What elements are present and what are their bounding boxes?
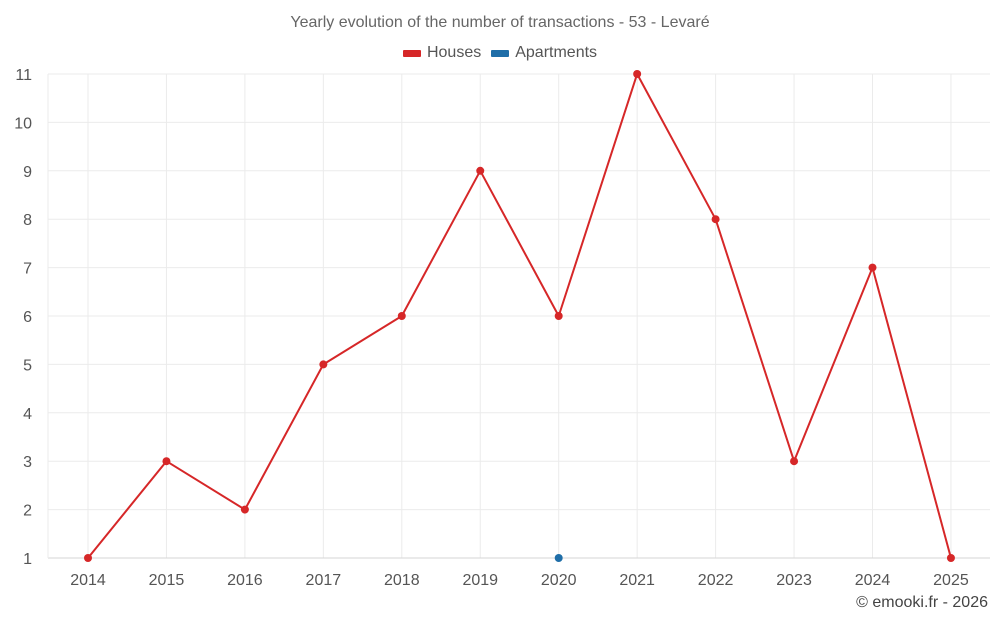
x-tick-label: 2014 xyxy=(70,572,106,589)
x-tick-label: 2017 xyxy=(306,572,342,589)
y-tick-label: 3 xyxy=(23,454,32,471)
legend-label-houses: Houses xyxy=(426,44,482,61)
legend-swatch-apartments xyxy=(491,49,510,57)
data-point-houses[interactable] xyxy=(162,457,171,466)
x-tick-label: 2024 xyxy=(855,572,891,589)
y-tick-label: 1 xyxy=(23,551,32,568)
credit-text: © emooki.fr - 2026 xyxy=(856,594,988,611)
x-tick-label: 2020 xyxy=(541,572,577,589)
x-tick-label: 2018 xyxy=(384,572,420,589)
y-tick-label: 10 xyxy=(14,115,32,132)
x-tick-label: 2019 xyxy=(462,572,498,589)
x-tick-label: 2023 xyxy=(776,572,812,589)
data-point-houses[interactable] xyxy=(319,360,328,369)
x-tick-label: 2022 xyxy=(698,572,734,589)
data-point-houses[interactable] xyxy=(240,505,249,514)
data-point-houses[interactable] xyxy=(476,166,485,175)
y-tick-label: 7 xyxy=(23,261,32,278)
data-point-houses[interactable] xyxy=(790,457,799,466)
legend-item-apartments[interactable]: Apartments xyxy=(491,44,597,62)
data-point-houses[interactable] xyxy=(397,312,406,320)
chart-title: Yearly evolution of the number of transa… xyxy=(290,14,710,31)
legend: Houses Apartments xyxy=(0,44,1000,62)
legend-swatch-houses xyxy=(402,49,421,57)
data-point-houses[interactable] xyxy=(868,263,877,272)
y-tick-label: 2 xyxy=(23,503,32,520)
data-point-houses[interactable] xyxy=(711,215,720,224)
y-tick-label: 8 xyxy=(23,212,32,229)
x-tick-label: 2016 xyxy=(227,572,263,589)
y-tick-label: 6 xyxy=(23,309,32,326)
data-point-houses[interactable] xyxy=(84,554,92,562)
data-point-houses[interactable] xyxy=(946,554,955,562)
legend-label-apartments: Apartments xyxy=(515,44,598,61)
y-tick-label: 5 xyxy=(23,357,32,374)
y-tick-label: 11 xyxy=(15,67,32,84)
series-line-houses xyxy=(87,73,952,559)
x-tick-label: 2015 xyxy=(149,572,185,589)
y-tick-label: 9 xyxy=(23,164,32,181)
data-point-houses[interactable] xyxy=(554,312,563,320)
data-point-apartments[interactable] xyxy=(554,554,563,562)
data-point-houses[interactable] xyxy=(633,70,642,78)
legend-item-houses[interactable]: Houses xyxy=(402,44,482,62)
x-tick-label: 2025 xyxy=(933,572,969,589)
y-tick-label: 4 xyxy=(23,406,32,423)
x-tick-label: 2021 xyxy=(619,572,655,589)
